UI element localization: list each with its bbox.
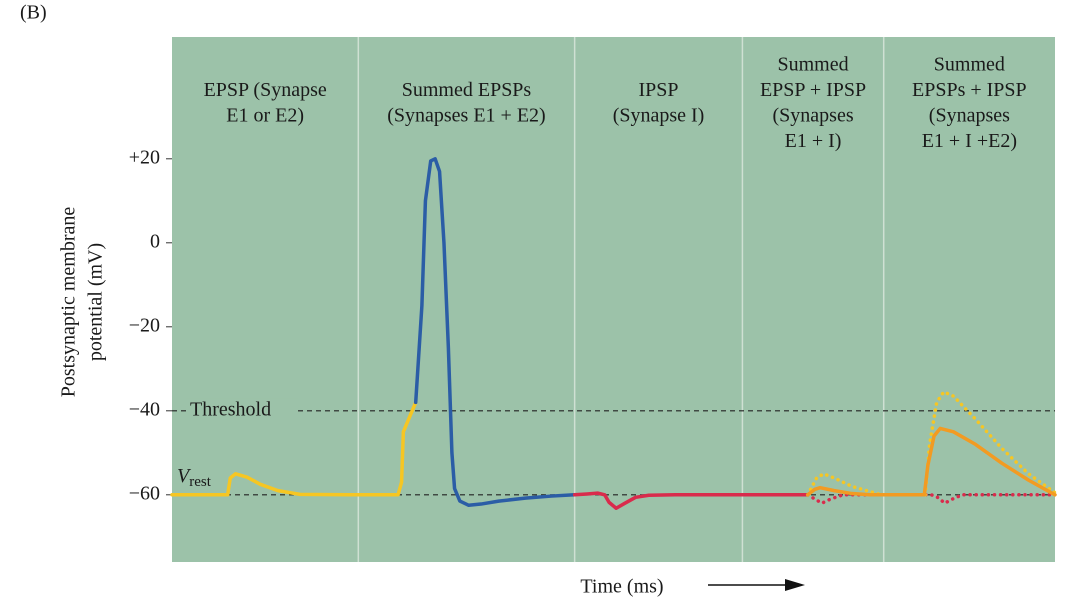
trace [806, 493, 1057, 505]
panel-label: (Synapses [773, 104, 854, 126]
panel-label: (Synapse I) [613, 104, 705, 126]
panel-label: EPSP (Synapse [204, 79, 327, 101]
y-tick-label: −40 [129, 398, 160, 420]
rest-label: Vrest [177, 464, 212, 490]
y-axis-label: Postsynaptic membrane potential (mV) [58, 207, 107, 398]
panel-label: E1 + I) [785, 130, 842, 152]
y-tick-label: +20 [129, 146, 160, 168]
trace [806, 390, 1057, 497]
panel-label: Summed EPSPs [402, 79, 532, 101]
panel-label: E1 + I +E2) [922, 130, 1017, 152]
panel-label: IPSP [639, 79, 679, 101]
figure-label: (B) [20, 2, 47, 24]
plot-background [172, 37, 1055, 562]
threshold-label-bg [186, 398, 298, 423]
trace [572, 491, 810, 510]
y-tick-label: −20 [129, 314, 160, 336]
panel-label: Summed [934, 53, 1005, 75]
trace [170, 400, 418, 497]
panel-label: E1 or E2) [226, 104, 304, 126]
panel-label: EPSP + IPSP [760, 79, 866, 101]
y-tick-label: 0 [150, 230, 160, 252]
rest-label-sub: rest [189, 474, 211, 490]
y-axis-label-line: potential (mV) [85, 243, 107, 361]
trace [413, 157, 577, 508]
threshold-label: Threshold [190, 398, 271, 420]
y-tick-label: −60 [129, 482, 160, 504]
y-axis-label-line: Postsynaptic membrane [58, 207, 80, 398]
x-axis-label: Time (ms) [580, 576, 663, 598]
panel-label: EPSPs + IPSP [912, 79, 1027, 101]
panel-label: (Synapses E1 + E2) [387, 104, 545, 126]
panel-label: Summed [777, 53, 848, 75]
panel-label: (Synapses [929, 104, 1010, 126]
rest-label-main: V [177, 464, 192, 486]
time-arrowhead [785, 579, 805, 591]
trace [806, 426, 1057, 497]
